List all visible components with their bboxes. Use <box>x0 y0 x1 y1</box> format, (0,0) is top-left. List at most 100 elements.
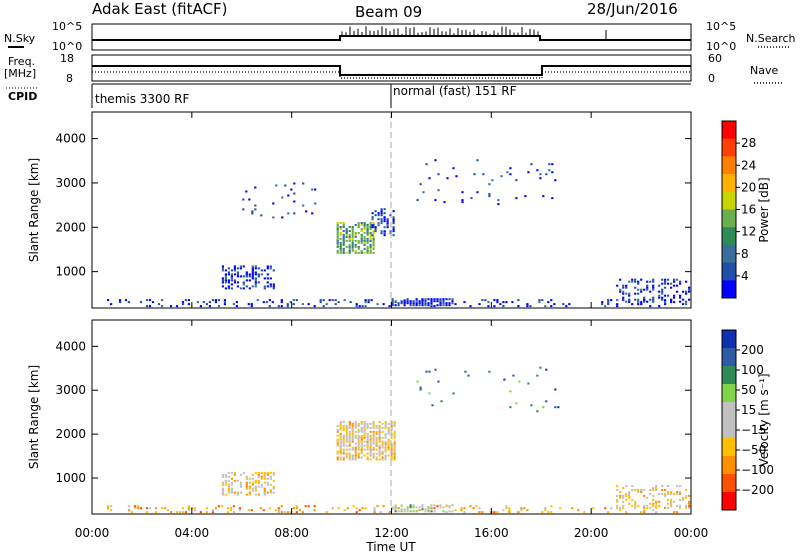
data-cell <box>372 454 375 457</box>
data-cell <box>211 299 214 302</box>
data-cell <box>637 489 640 491</box>
data-cell <box>373 509 376 512</box>
data-cell <box>372 452 375 455</box>
data-cell <box>221 279 224 282</box>
data-cell <box>251 481 254 484</box>
data-cell <box>488 193 491 196</box>
data-cell <box>272 269 275 272</box>
data-cell <box>339 251 342 254</box>
data-cell <box>553 303 556 306</box>
data-cell <box>643 509 646 512</box>
data-cell <box>622 494 625 497</box>
data-cell <box>363 235 366 238</box>
data-cell <box>251 269 254 272</box>
data-cell <box>160 305 164 308</box>
data-cell <box>257 481 260 484</box>
data-cell <box>227 483 230 486</box>
data-cell <box>348 458 351 461</box>
data-cell <box>640 301 643 304</box>
data-cell <box>634 506 637 509</box>
data-cell <box>409 504 412 507</box>
data-cell <box>643 489 646 491</box>
data-cell <box>649 305 652 308</box>
data-cell <box>387 428 390 431</box>
colorbar-swatch <box>722 366 736 385</box>
data-cell <box>634 504 637 507</box>
data-cell <box>384 421 387 423</box>
data-cell <box>236 491 239 494</box>
data-cell <box>331 507 334 510</box>
colorbar-swatch <box>722 244 736 264</box>
data-cell <box>387 440 390 443</box>
data-cell <box>421 300 424 303</box>
data-cell <box>369 438 372 441</box>
data-cell <box>351 243 354 246</box>
data-cell <box>227 471 230 474</box>
data-cell <box>451 300 454 303</box>
data-cell <box>512 374 515 377</box>
data-cell <box>378 430 381 433</box>
data-cell <box>345 232 348 234</box>
data-cell <box>360 436 363 439</box>
data-cell <box>366 224 369 226</box>
data-cell <box>375 444 378 447</box>
data-cell <box>354 458 357 461</box>
data-cell <box>664 280 667 283</box>
data-cell <box>484 299 487 302</box>
data-cell <box>631 303 634 306</box>
data-cell <box>236 493 239 496</box>
data-cell <box>221 475 224 478</box>
data-cell <box>254 265 257 268</box>
data-cell <box>381 426 384 429</box>
data-cell <box>386 224 389 227</box>
data-cell <box>336 226 339 228</box>
data-cell <box>377 212 380 215</box>
data-cell <box>233 473 236 476</box>
data-cell <box>239 483 242 486</box>
data-cell <box>232 303 235 306</box>
data-cell <box>380 212 383 215</box>
data-cell <box>354 245 357 248</box>
data-cell <box>625 494 628 497</box>
data-cell <box>257 485 260 488</box>
nsky-trace <box>92 35 691 41</box>
data-cell <box>478 303 481 306</box>
data-cell <box>383 208 386 211</box>
y-tick-label: 2000 <box>55 220 86 234</box>
data-cell <box>272 471 275 474</box>
data-cell <box>628 298 631 301</box>
data-cell <box>342 458 345 461</box>
data-cell <box>397 510 400 513</box>
data-cell <box>223 299 226 302</box>
data-cell <box>336 444 339 447</box>
data-cell <box>336 243 339 246</box>
data-cell <box>224 281 227 284</box>
colorbar-swatch <box>722 402 736 421</box>
data-cell <box>445 304 448 307</box>
data-cell <box>342 421 345 423</box>
data-cell <box>227 281 230 284</box>
data-cell <box>616 507 619 510</box>
data-cell <box>403 304 406 307</box>
data-cell <box>409 510 412 513</box>
data-cell <box>616 494 619 497</box>
data-cell <box>551 171 554 174</box>
data-cell <box>384 432 387 435</box>
data-cell <box>550 511 553 514</box>
power-data-cells <box>107 159 691 308</box>
data-cell <box>351 438 354 441</box>
data-cell <box>311 188 314 191</box>
data-cell <box>295 507 298 510</box>
data-cell <box>394 304 397 307</box>
data-cell <box>625 284 628 287</box>
data-cell <box>345 454 348 457</box>
data-cell <box>272 216 275 219</box>
data-cell <box>685 506 688 509</box>
data-cell <box>360 442 363 445</box>
data-cell <box>640 303 643 306</box>
data-cell <box>461 191 464 194</box>
data-cell <box>412 302 415 305</box>
colorbar-tick-label: −50 <box>741 443 766 457</box>
